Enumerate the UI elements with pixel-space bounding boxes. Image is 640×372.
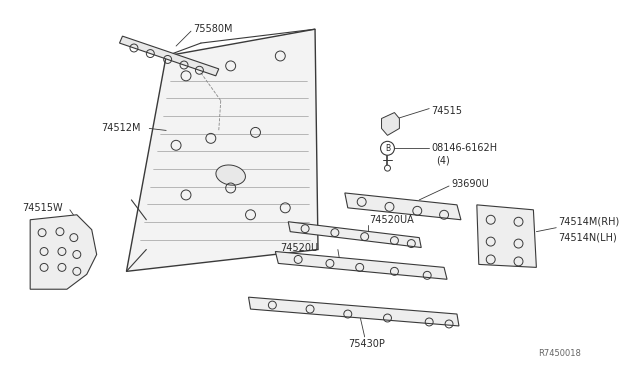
Polygon shape [120,36,219,76]
Polygon shape [248,297,459,326]
Polygon shape [127,29,318,271]
Polygon shape [275,251,447,279]
Text: 74515: 74515 [431,106,462,116]
Circle shape [381,141,394,155]
Polygon shape [30,215,97,289]
Text: 75430P: 75430P [348,339,385,349]
Text: 74512M: 74512M [102,124,141,134]
Text: 74515W: 74515W [22,203,63,213]
Circle shape [385,165,390,171]
Text: 74520UA: 74520UA [370,215,414,225]
Polygon shape [477,205,536,267]
Polygon shape [288,222,421,247]
Text: 74514M(RH): 74514M(RH) [558,217,620,227]
Polygon shape [345,193,461,220]
Text: 75580M: 75580M [193,24,232,34]
Text: R7450018: R7450018 [538,349,581,358]
Text: B: B [385,144,390,153]
Text: 08146-6162H: 08146-6162H [431,143,497,153]
Polygon shape [381,113,399,135]
Text: (4): (4) [436,155,450,165]
Text: 93690U: 93690U [451,179,489,189]
Text: 74520U: 74520U [280,243,319,253]
Text: 74514N(LH): 74514N(LH) [558,232,617,243]
Ellipse shape [216,165,245,185]
